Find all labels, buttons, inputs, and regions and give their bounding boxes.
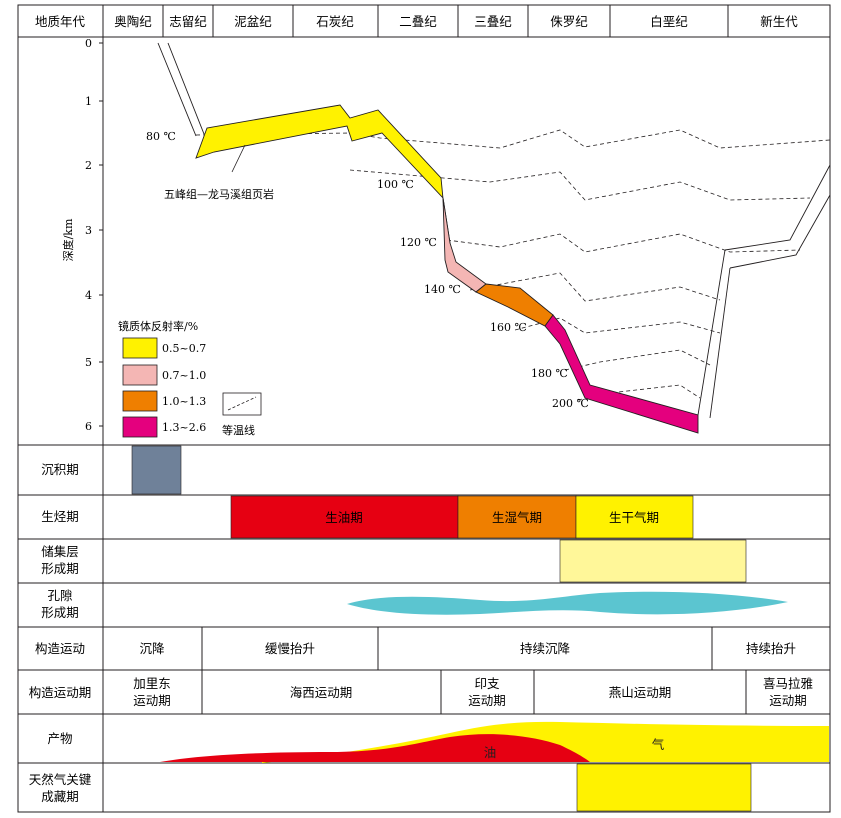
row-label-sedimentation: 沉积期: [41, 462, 79, 477]
formation-label: 五峰组—龙马溪组页岩: [164, 187, 274, 201]
legend-item-label: 1.0~1.3: [162, 395, 206, 408]
dry-gas-generation-label: 生干气期: [609, 510, 659, 525]
isotherm-label-120: 120 ℃: [400, 236, 437, 249]
legend-item-label: 0.7~1.0: [162, 369, 206, 382]
maturity-band-0.7-1.0: [442, 197, 487, 293]
wet-gas-generation-label: 生湿气期: [492, 510, 542, 525]
pore-formation-shape: [347, 591, 788, 615]
row-label-tectonic: 构造运动: [35, 641, 85, 656]
row-label-tectonic-period: 构造运动期: [29, 685, 92, 700]
yanshanian-label: 燕山运动期: [609, 685, 672, 700]
tectonic-slow-uplift: 缓慢抬升: [265, 641, 315, 656]
tectonic-continuous-uplift: 持续抬升: [746, 641, 796, 656]
row-label-reservoir-2: 形成期: [41, 561, 79, 576]
era-carboniferous: 石炭纪: [316, 14, 354, 29]
row-label-reservoir-1: 储集层: [41, 544, 79, 559]
burial-outline: [157, 42, 831, 419]
era-cretaceous: 白垩纪: [650, 14, 688, 29]
caledonian-line-1: 加里东: [133, 676, 171, 691]
era-header-label: 地质年代: [35, 14, 86, 29]
himalayan-line-1: 喜马拉雅: [763, 676, 813, 691]
shale-burial-band: [195, 104, 699, 434]
depth-tick: 1: [85, 95, 92, 108]
era-ordovician: 奥陶纪: [114, 14, 152, 29]
era-permian: 二叠纪: [399, 14, 437, 29]
depth-tick: 3: [85, 224, 92, 237]
era-header: 地质年代 奥陶纪 志留纪 泥盆纪 石炭纪 二叠纪 三叠纪 侏罗纪 白垩纪 新生代: [17, 4, 831, 38]
legend-swatch-0.5-0.7: [122, 337, 158, 359]
caledonian-line-2: 运动期: [133, 693, 171, 708]
depth-tick: 4: [85, 289, 92, 302]
era-triassic: 三叠纪: [474, 14, 512, 29]
formation-leader: [231, 144, 246, 173]
gas-product-label: 气: [652, 737, 665, 752]
hercynian-label: 海西运动期: [290, 685, 353, 700]
wet-gas-generation-bar: [457, 495, 577, 539]
isotherm-180: [564, 349, 711, 371]
legend-swatch-0.7-1.0: [122, 364, 158, 386]
row-label-products: 产物: [47, 731, 72, 746]
oil-product-label: 油: [484, 745, 497, 760]
isotherm-label-180: 180 ℃: [531, 367, 568, 380]
isotherm-label-160: 160 ℃: [490, 321, 527, 334]
era-jurassic: 侏罗纪: [550, 14, 588, 29]
depth-tick: 6: [85, 420, 92, 433]
depth-tick: 2: [85, 159, 92, 172]
legend-isotherm-dash: [227, 396, 257, 411]
era-devonian: 泥盆纪: [234, 14, 272, 29]
sedimentation-bar: [131, 445, 182, 495]
isotherm-label-100: 100 ℃: [377, 178, 414, 191]
isotherm-label-80: 80 ℃: [146, 130, 176, 143]
tectonic-continuous-subsidence: 持续沉降: [520, 641, 571, 656]
depth-axis: 0 1 2 3 4 5 6 深度/km: [61, 37, 103, 433]
isotherm-120: [446, 233, 801, 253]
dry-gas-generation-bar: [575, 495, 694, 539]
himalayan-line-2: 运动期: [769, 693, 807, 708]
legend-swatch-1.0-1.3: [122, 390, 158, 412]
era-cenozoic: 新生代: [760, 14, 798, 29]
legend: 镜质体反射率/% 0.5~0.7 0.7~1.0 1.0~1.3 1.3~2.6…: [118, 319, 262, 438]
legend-item-label: 0.5~0.7: [162, 342, 206, 355]
reservoir-bar: [559, 539, 747, 583]
legend-item-label: 1.3~2.6: [162, 421, 206, 434]
row-label-key-period-2: 成藏期: [41, 789, 79, 804]
row-label-pore-2: 形成期: [41, 605, 79, 620]
row-label-hydrocarbon: 生烃期: [41, 509, 79, 524]
isotherm-label-140: 140 ℃: [424, 283, 461, 296]
depth-axis-label: 深度/km: [61, 218, 75, 261]
maturity-band-1.0-1.3: [475, 283, 554, 327]
burial-plot: 0 1 2 3 4 5 6 深度/km 80 ℃ 100 ℃ 120 ℃ 140…: [17, 36, 831, 446]
legend-isotherm-label: 等温线: [222, 423, 255, 437]
depth-tick: 5: [85, 356, 92, 369]
row-label-key-period-1: 天然气关键: [29, 772, 92, 787]
isotherm-140: [469, 272, 721, 302]
isotherm-lines: [195, 129, 831, 401]
oil-generation-label: 生油期: [325, 510, 363, 525]
legend-title: 镜质体反射率/%: [118, 319, 198, 333]
event-rows: 沉积期 生烃期 生油期 生湿气期 生干气期 储集层 形成期 孔隙 形成期 构造运…: [17, 444, 831, 813]
isotherm-label-200: 200 ℃: [552, 397, 589, 410]
oil-product-shape: [160, 734, 590, 762]
depth-tick: 0: [85, 37, 92, 50]
key-accumulation-bar: [576, 763, 752, 812]
oil-generation-bar: [230, 495, 459, 539]
legend-swatch-1.3-2.6: [122, 416, 158, 438]
indosinian-line-1: 印支: [474, 676, 500, 691]
maturity-band-1.3-2.6: [544, 314, 699, 434]
legend-isotherm-swatch: [222, 392, 262, 416]
indosinian-line-2: 运动期: [468, 693, 506, 708]
tectonic-subsidence: 沉降: [139, 641, 165, 656]
isotherm-100: [349, 169, 811, 201]
maturity-band-0.5-0.7: [195, 104, 451, 245]
era-silurian: 志留纪: [169, 14, 207, 29]
row-label-pore-1: 孔隙: [47, 588, 72, 603]
